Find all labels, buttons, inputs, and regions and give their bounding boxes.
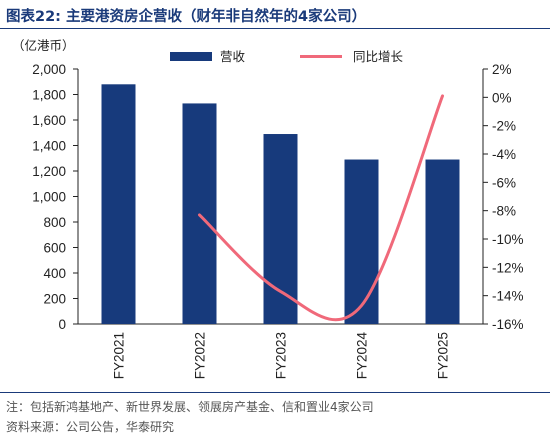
legend-label-revenue: 营收	[220, 49, 246, 64]
left-tick-label: 1,200	[32, 164, 66, 179]
chart-note: 注：包括新鸿基地产、新世界发展、领展房产基金、信和置业4家公司	[6, 400, 374, 414]
legend-swatch-revenue	[170, 52, 212, 61]
x-tick-label: FY2022	[193, 332, 208, 379]
left-axis-ticks: 0 200 400 600 800 1,000 1,200 1,400 1,600 1,800 2,…	[32, 62, 78, 332]
right-axis-ticks: -16% -14% -12% -10% -8% -6% -4% -2% 0% 2%	[483, 62, 524, 332]
right-tick-label: 0%	[492, 90, 512, 105]
left-tick-label: 1,000	[32, 190, 66, 205]
left-tick-label: 800	[43, 215, 66, 230]
footer-divider	[0, 392, 550, 393]
left-tick-label: 0	[58, 317, 66, 332]
left-tick-label: 600	[43, 241, 66, 256]
right-tick-label: -14%	[492, 289, 524, 304]
title-divider	[0, 28, 550, 29]
legend-label-growth: 同比增长	[353, 49, 404, 64]
x-tick-label: FY2021	[112, 332, 127, 379]
chart: （亿港币） 0 200 400 600 800 1,000 1,200 1,400 1,600 1…	[12, 38, 524, 380]
left-tick-label: 200	[43, 292, 66, 307]
revenue-bar	[425, 159, 460, 324]
x-axis-labels: FY2021 FY2022 FY2023 FY2024 FY2025	[112, 332, 451, 380]
figure-title: 图表22: 主要港资房企营收（财年非自然年的4家公司）	[6, 9, 367, 25]
left-tick-label: 1,400	[32, 139, 66, 154]
growth-line	[198, 94, 444, 322]
x-tick-label: FY2024	[355, 332, 370, 380]
legend: 营收 同比增长	[170, 49, 404, 64]
x-tick-label: FY2023	[274, 332, 289, 379]
right-tick-label: -2%	[492, 119, 516, 134]
x-tick-label: FY2025	[436, 332, 451, 379]
y-axis-unit: （亿港币）	[12, 38, 75, 53]
right-tick-label: -16%	[492, 317, 524, 332]
left-tick-label: 1,600	[32, 113, 66, 128]
revenue-bar	[344, 159, 379, 324]
right-tick-label: -12%	[492, 260, 524, 275]
left-tick-label: 2,000	[32, 62, 66, 77]
left-tick-label: 1,800	[32, 88, 66, 103]
right-tick-label: -4%	[492, 147, 516, 162]
left-tick-label: 400	[43, 266, 66, 281]
right-tick-label: -6%	[492, 175, 516, 190]
right-tick-label: -8%	[492, 204, 516, 219]
right-tick-label: -10%	[492, 232, 524, 247]
right-tick-label: 2%	[492, 62, 512, 77]
chart-source: 资料来源：公司公告，华泰研究	[6, 420, 175, 434]
revenue-bar	[101, 84, 136, 324]
revenue-bar	[263, 134, 298, 324]
